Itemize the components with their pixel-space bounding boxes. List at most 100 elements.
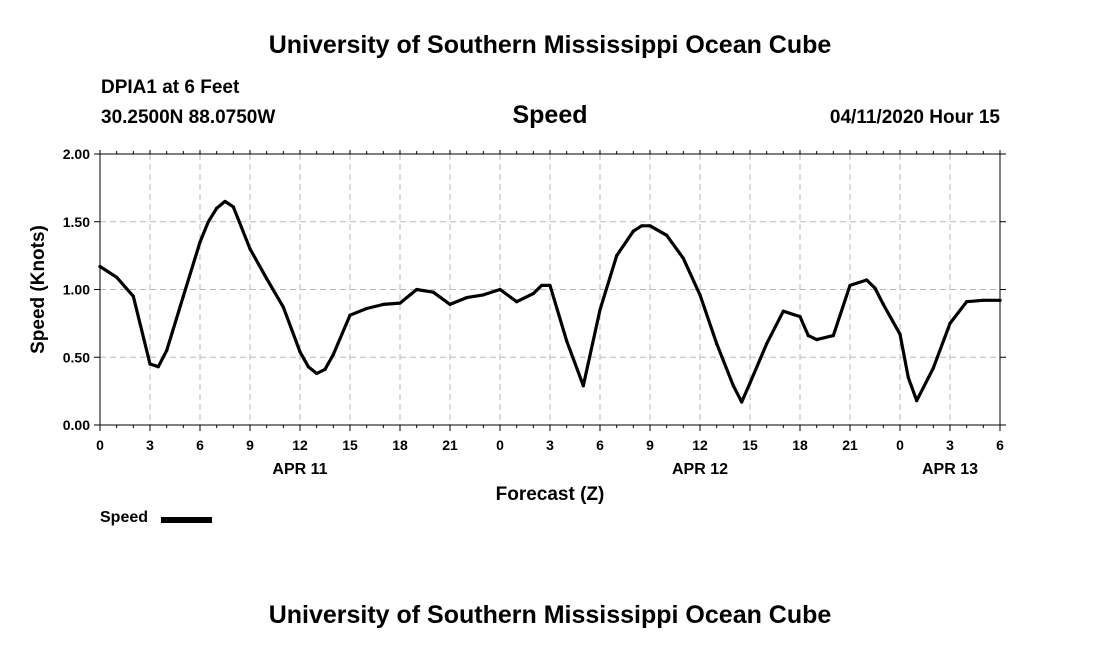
x-tick-label: 6 (596, 437, 604, 453)
speed-point (815, 338, 819, 342)
x-tick-label: 0 (896, 437, 904, 453)
speed-point (323, 367, 327, 372)
speed-point (231, 205, 235, 209)
speed-point (865, 278, 869, 282)
y-tick-label: 2.00 (63, 146, 90, 162)
speed-point (206, 220, 210, 224)
speed-point (715, 342, 719, 346)
speed-point (448, 302, 452, 307)
speed-point (481, 293, 485, 297)
forecast-datetime: 04/11/2020 Hour 15 (829, 107, 1000, 128)
plot-frame (99, 153, 1001, 426)
speed-point (681, 256, 685, 260)
speed-point (981, 298, 985, 302)
legend-label: Speed (100, 509, 149, 526)
speed-point (315, 371, 319, 376)
station-coordinates: 30.2500N 88.0750W (101, 107, 276, 128)
speed-point (998, 298, 1002, 302)
variable-title: Speed (512, 101, 588, 129)
speed-point (223, 199, 227, 204)
speed-point (631, 229, 635, 233)
legend-line-swatch (161, 517, 212, 523)
x-tick-label: 21 (442, 437, 458, 453)
speed-point (915, 399, 919, 403)
speed-point (698, 293, 702, 297)
speed-point (306, 365, 310, 369)
y-tick-label: 1.50 (63, 214, 90, 230)
x-tick-label: 18 (392, 437, 408, 453)
footer-title: University of Southern Mississippi Ocean… (268, 601, 832, 629)
x-tick-label: 12 (692, 437, 708, 453)
speed-point (665, 233, 669, 237)
speed-line (98, 199, 1002, 404)
station-name: DPIA1 at 6 Feet (101, 77, 240, 98)
speed-point (740, 400, 744, 404)
x-tick-label: 15 (342, 437, 358, 453)
x-tick-label: 6 (196, 437, 204, 453)
speed-point (298, 350, 302, 354)
speed-point (115, 275, 119, 279)
speed-point (265, 277, 269, 281)
x-tick-label: 15 (742, 437, 758, 453)
speed-point (248, 247, 252, 251)
x-tick-label: 9 (646, 437, 654, 453)
speed-point (181, 294, 185, 298)
speed-point (365, 306, 369, 311)
speed-point (831, 333, 835, 338)
speed-point (165, 348, 169, 353)
speed-point (215, 206, 219, 210)
speed-point (598, 308, 602, 312)
speed-point (515, 300, 519, 304)
speed-point (198, 240, 202, 244)
day-label: APR 12 (672, 461, 728, 478)
speed-point (848, 283, 852, 288)
speed-point (806, 333, 810, 338)
x-tick-label: 3 (946, 437, 954, 453)
speed-point (731, 384, 735, 388)
speed-point (881, 302, 885, 307)
x-tick-label: 0 (496, 437, 504, 453)
speed-point (640, 224, 644, 228)
x-tick-label: 0 (96, 437, 104, 453)
speed-point (965, 300, 969, 304)
x-tick-label: 3 (546, 437, 554, 453)
speed-point (498, 287, 502, 292)
speed-point (98, 264, 102, 269)
speed-point (331, 352, 335, 357)
x-tick-label: 12 (292, 437, 308, 453)
x-tick-label: 3 (146, 437, 154, 453)
speed-point (898, 332, 902, 336)
speed-point (748, 381, 752, 385)
speed-point (415, 287, 419, 292)
chart-title: University of Southern Mississippi Ocean… (268, 31, 832, 59)
label-layer: 0 3 6 9 12 15 18 21 0 3 6 9 12 15 18 21 0 3 6 0.00 0.50 1.00 1… (28, 146, 1004, 505)
speed-point (581, 384, 585, 388)
speed-point (948, 321, 952, 325)
speed-point (531, 291, 535, 296)
grid-layer (100, 154, 1000, 425)
speed-point (615, 254, 619, 258)
x-tick-label: 9 (246, 437, 254, 453)
speed-point (565, 339, 569, 343)
y-tick-label: 0.00 (63, 417, 90, 433)
x-tick-label: 21 (842, 437, 858, 453)
day-label: APR 13 (922, 461, 978, 478)
speed-point (931, 366, 935, 370)
y-tick-label: 1.00 (63, 282, 90, 298)
speed-point (131, 294, 135, 298)
speed-point (798, 315, 802, 319)
speed-point (548, 283, 552, 288)
x-tick-label: 18 (792, 437, 808, 453)
speed-point (873, 286, 877, 290)
speed-point (398, 301, 402, 305)
speed-point (906, 375, 910, 380)
speed-point (781, 309, 785, 313)
speed-point (156, 365, 160, 369)
speed-point (648, 224, 652, 228)
y-tick-label: 0.50 (63, 349, 90, 365)
speed-point (348, 313, 352, 317)
speed-point (281, 305, 285, 309)
day-label: APR 11 (272, 461, 327, 478)
x-axis-title: Forecast (Z) (496, 484, 605, 505)
